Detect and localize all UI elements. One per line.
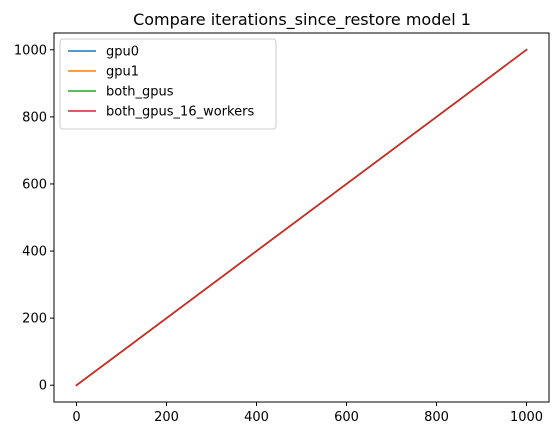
- series-line-both_gpus_16_workers: [75, 48, 528, 387]
- y-tick-label: 800: [22, 110, 47, 125]
- y-tick-label: 1000: [14, 43, 47, 58]
- y-tick-label: 600: [22, 177, 47, 192]
- x-tick-label: 1000: [510, 410, 543, 425]
- x-tick-label: 400: [244, 410, 269, 425]
- chart-title: Compare iterations_since_restore model 1: [133, 10, 471, 30]
- y-tick-label: 400: [22, 245, 47, 260]
- plot-frame: [53, 32, 550, 403]
- legend: gpu0 gpu1 both_gpus both_gpus_16_workers: [59, 38, 277, 130]
- x-tick-label: 600: [334, 410, 359, 425]
- legend-box: [59, 38, 277, 130]
- axes-layer: 0 200 400 600 800 1000 0 200 400 600 800 1000: [14, 32, 550, 425]
- legend-label: both_gpus_16_workers: [106, 105, 254, 120]
- x-tick-label: 200: [154, 410, 179, 425]
- series-layer: [75, 48, 528, 387]
- x-tick-label: 0: [72, 410, 80, 425]
- legend-label: gpu0: [106, 45, 139, 60]
- y-tick-label: 200: [22, 312, 47, 327]
- y-tick-label: 0: [39, 379, 47, 394]
- x-tick-label: 800: [424, 410, 449, 425]
- legend-label: both_gpus: [106, 85, 174, 100]
- legend-label: gpu1: [106, 65, 139, 80]
